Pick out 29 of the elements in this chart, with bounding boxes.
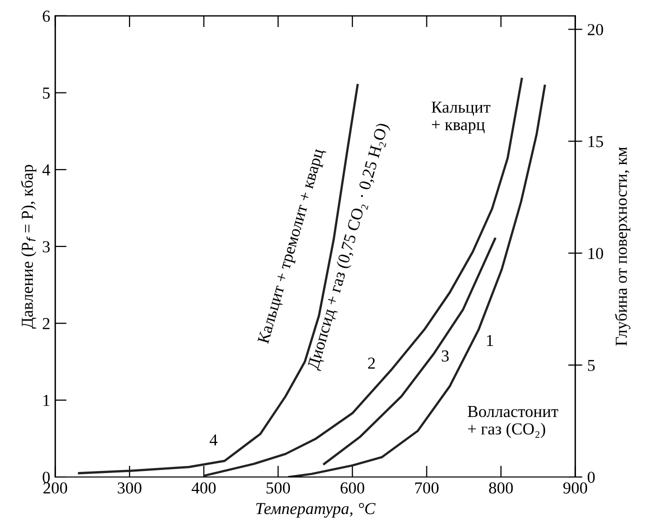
y-tick-label: 4 bbox=[42, 164, 50, 176]
x-tick-label: 700 bbox=[415, 482, 439, 494]
series-label: 1 bbox=[487, 334, 493, 346]
y2-axis-title: Глубина от поверхности, км bbox=[614, 147, 630, 346]
y2-tick-label: 15 bbox=[588, 136, 604, 148]
series-label: 3 bbox=[442, 350, 449, 362]
series-label: 2 bbox=[368, 358, 375, 369]
annotation: Волластонит + газ (CO₂) bbox=[468, 406, 558, 438]
y2-tick-label: 5 bbox=[588, 360, 595, 372]
y2-tick-label: 10 bbox=[588, 248, 604, 260]
y-tick-label: 0 bbox=[42, 472, 50, 483]
y-tick-label: 3 bbox=[42, 241, 50, 252]
y2-tick-label: 20 bbox=[588, 24, 604, 36]
x-tick-label: 800 bbox=[489, 482, 513, 494]
y2-tick-label: 0 bbox=[588, 472, 595, 483]
annotation: Кальцит + кварц bbox=[432, 102, 490, 134]
x-tick-label: 500 bbox=[266, 482, 290, 494]
y-tick-label: 5 bbox=[43, 88, 50, 99]
x-tick-label: 300 bbox=[118, 482, 142, 494]
y-tick-label: 2 bbox=[42, 318, 50, 330]
x-tick-label: 900 bbox=[563, 482, 588, 494]
x-tick-label: 600 bbox=[340, 482, 364, 494]
x-axis-title: Температура, °C bbox=[256, 502, 376, 518]
x-tick-label: 200 bbox=[43, 482, 68, 494]
series-label: 4 bbox=[210, 434, 218, 446]
y-tick-label: 6 bbox=[42, 10, 50, 22]
y-tick-label: 1 bbox=[44, 394, 50, 406]
y-axis-title: Давление (P$_{f}$ = P), кбар bbox=[20, 164, 36, 329]
x-tick-label: 400 bbox=[192, 482, 216, 494]
